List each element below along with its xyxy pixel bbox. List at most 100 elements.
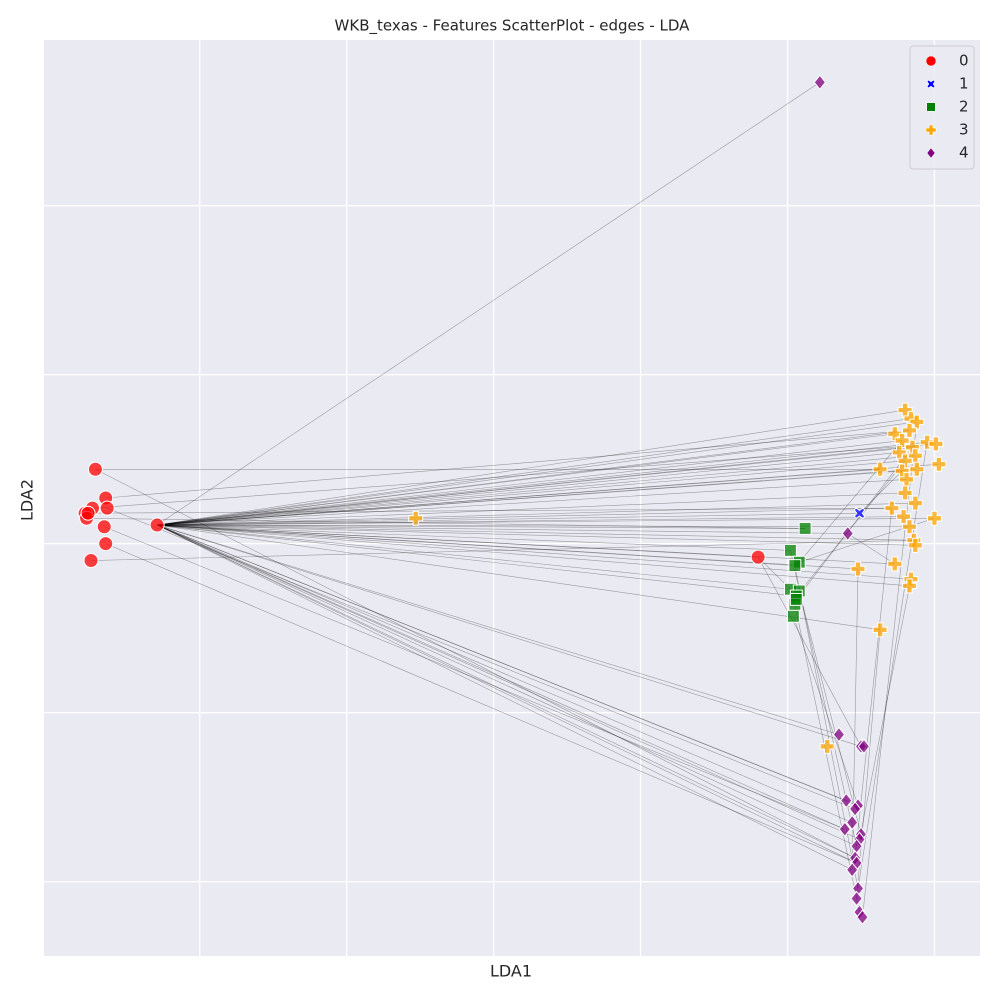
edge — [157, 468, 917, 526]
edge — [157, 524, 895, 565]
edge — [862, 421, 918, 918]
point — [819, 738, 835, 754]
point — [80, 505, 96, 521]
point — [901, 578, 917, 594]
point — [857, 738, 871, 755]
edge — [157, 524, 859, 806]
edge — [157, 470, 903, 526]
point — [845, 814, 859, 831]
edge — [107, 507, 856, 810]
point — [840, 792, 853, 809]
edge — [157, 463, 939, 526]
point — [901, 422, 917, 438]
point — [926, 510, 942, 526]
edge — [794, 604, 860, 913]
point — [903, 411, 919, 427]
point — [884, 500, 900, 516]
edge — [156, 82, 821, 526]
edge — [157, 524, 759, 558]
edge — [157, 524, 791, 590]
edge — [157, 468, 881, 526]
legend-marker — [926, 102, 936, 112]
edge — [104, 526, 845, 830]
edge — [157, 524, 910, 587]
edge — [92, 443, 936, 509]
edge — [91, 539, 914, 561]
point — [750, 549, 766, 565]
edge — [157, 524, 859, 570]
edge — [105, 543, 857, 864]
edge — [799, 440, 903, 563]
edge — [847, 533, 895, 565]
edge — [157, 524, 860, 840]
point — [919, 434, 935, 450]
legend-label: 3 — [959, 121, 969, 139]
point — [813, 74, 827, 91]
edge — [854, 508, 893, 859]
edge — [157, 409, 906, 526]
edge — [157, 524, 862, 747]
edge — [157, 433, 895, 526]
edge — [157, 460, 906, 526]
edge — [157, 447, 913, 526]
edge — [157, 440, 903, 526]
edge — [157, 421, 917, 526]
point — [899, 471, 915, 487]
point — [96, 519, 112, 535]
edge — [157, 502, 916, 526]
point — [907, 537, 923, 553]
point — [408, 510, 424, 526]
point — [841, 525, 854, 542]
point — [909, 461, 925, 477]
point — [872, 461, 888, 477]
point — [845, 862, 859, 878]
edge — [157, 512, 860, 526]
point — [850, 561, 866, 577]
edge — [105, 430, 910, 499]
edge — [157, 524, 806, 529]
edge — [857, 442, 928, 889]
legend: 0 1 2 3 4 — [909, 45, 975, 170]
edge — [157, 524, 795, 566]
point — [789, 592, 803, 606]
edge — [157, 524, 916, 546]
point — [909, 414, 925, 430]
edge — [794, 565, 859, 889]
point — [98, 536, 114, 552]
point — [897, 485, 913, 501]
legend-label: 4 — [959, 144, 969, 162]
point — [872, 622, 888, 638]
edge — [859, 579, 912, 840]
edge — [157, 517, 935, 526]
point — [907, 495, 923, 511]
edge — [157, 524, 911, 580]
edge — [86, 517, 806, 529]
edge — [157, 441, 928, 526]
edge — [856, 629, 881, 899]
point — [83, 553, 99, 569]
edge — [157, 524, 853, 823]
edge — [157, 507, 892, 526]
edge — [157, 524, 791, 551]
legend-marker — [925, 55, 937, 67]
edge — [157, 524, 847, 801]
point — [856, 909, 869, 925]
edge — [157, 430, 910, 526]
edge — [796, 460, 906, 597]
edge — [157, 524, 857, 864]
point — [99, 500, 115, 516]
point — [788, 559, 802, 573]
edge — [157, 455, 916, 526]
point — [853, 507, 866, 520]
edge — [157, 524, 848, 534]
legend-marker — [926, 147, 936, 159]
edges — [85, 82, 939, 918]
edge — [157, 443, 936, 526]
y-axis-label: LDA2 — [18, 479, 37, 521]
point — [838, 821, 852, 838]
point — [798, 521, 812, 535]
edge — [157, 516, 904, 526]
point — [832, 726, 846, 743]
edge — [157, 524, 853, 871]
point — [928, 436, 944, 452]
